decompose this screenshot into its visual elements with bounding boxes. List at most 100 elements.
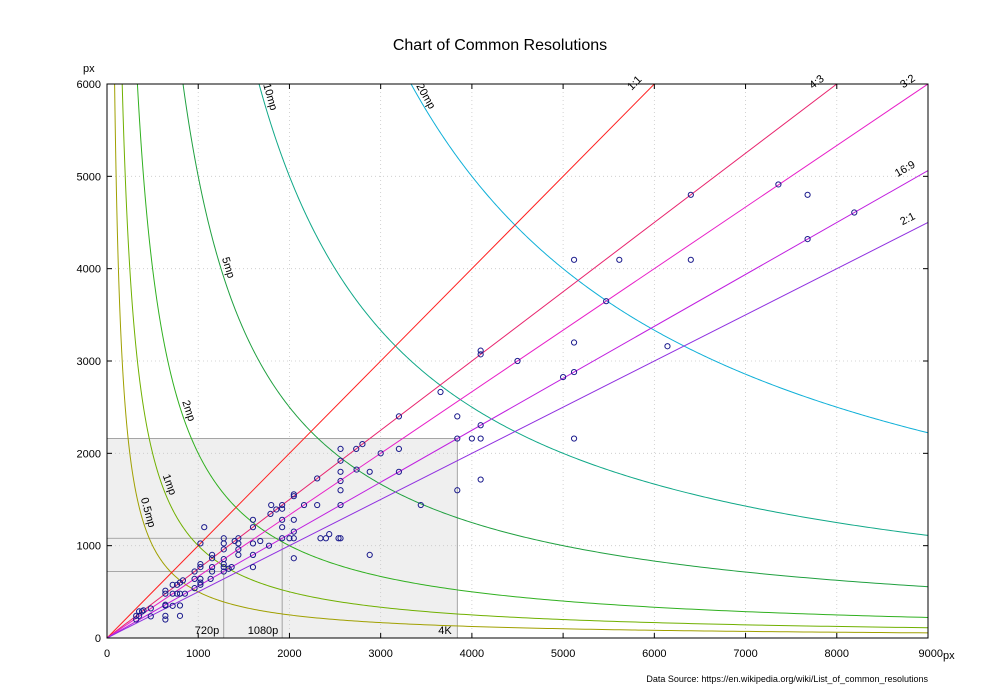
curve-10mp: [258, 84, 928, 536]
point-1: [133, 612, 140, 619]
point-12: [162, 590, 169, 597]
point-68: [279, 501, 286, 509]
point-101: [454, 487, 461, 494]
point-53: [235, 535, 242, 542]
point-103: [454, 413, 461, 420]
point-34: [201, 524, 208, 531]
point-61: [267, 510, 274, 518]
point-8: [162, 616, 169, 623]
point-33: [197, 540, 204, 547]
point-60: [265, 542, 273, 549]
point-6: [147, 605, 154, 612]
point-98: [395, 413, 403, 420]
chart-title: Chart of Common Resolutions: [393, 37, 607, 54]
point-100: [437, 388, 444, 396]
x-axis-unit: px: [943, 650, 955, 662]
point-15: [169, 590, 176, 597]
point-63: [273, 506, 280, 513]
point-112: [570, 435, 578, 442]
point-32: [197, 561, 204, 568]
x-tick-label-9000: 9000: [919, 648, 943, 660]
point-71: [290, 535, 297, 542]
point-62: [268, 501, 275, 509]
line-2-1: [107, 222, 928, 638]
point-31: [197, 563, 204, 571]
x-tick-label-8000: 8000: [825, 648, 849, 660]
point-120: [687, 191, 694, 198]
point-35: [207, 575, 214, 583]
point-99: [417, 501, 424, 509]
point-124: [851, 209, 858, 216]
point-40: [220, 568, 227, 575]
point-86: [337, 477, 344, 485]
point-57: [249, 524, 257, 531]
point-94: [366, 468, 373, 475]
point-80: [322, 535, 330, 542]
point-84: [337, 501, 344, 509]
point-7: [147, 613, 154, 620]
point-119: [687, 256, 694, 263]
line-3-2: [107, 84, 928, 638]
point-88: [337, 457, 344, 464]
point-115: [570, 256, 578, 263]
point-70: [290, 555, 297, 562]
point-114: [570, 339, 578, 346]
point-77: [314, 475, 321, 482]
curve-20mp: [410, 84, 928, 434]
point-82: [335, 535, 342, 542]
point-117: [616, 256, 623, 263]
point-108: [477, 351, 484, 358]
point-85: [337, 487, 344, 494]
x-tick-label-2000: 2000: [277, 648, 301, 660]
point-91: [353, 466, 360, 473]
point-4: [138, 608, 146, 615]
point-72: [290, 528, 297, 535]
x-tick-label-0: 0: [104, 648, 110, 660]
point-14: [169, 602, 176, 609]
point-54: [249, 563, 257, 571]
point-83: [337, 535, 344, 542]
point-46: [220, 535, 227, 542]
point-56: [249, 540, 257, 547]
point-13: [162, 587, 169, 594]
curve-1mp: [121, 84, 928, 629]
aspect-ratio-lines: [107, 84, 928, 638]
point-51: [235, 546, 242, 553]
point-110: [514, 357, 521, 365]
point-55: [249, 551, 257, 559]
point-109: [477, 347, 484, 354]
point-97: [395, 445, 403, 452]
point-95: [377, 450, 384, 457]
point-123: [804, 191, 811, 198]
point-59: [257, 537, 264, 545]
point-0: [133, 616, 140, 623]
point-87: [337, 468, 344, 475]
point-43: [220, 556, 227, 563]
point-3: [136, 608, 143, 615]
point-74: [290, 493, 297, 500]
point-69: [286, 535, 293, 542]
point-39: [208, 551, 216, 559]
point-122: [804, 236, 811, 243]
point-16: [169, 581, 176, 588]
point-2: [136, 612, 143, 619]
point-111: [560, 373, 567, 381]
point-20: [176, 602, 184, 609]
point-76: [300, 501, 308, 509]
point-38: [208, 555, 216, 562]
point-37: [208, 563, 216, 571]
point-5: [140, 607, 147, 614]
point-89: [337, 445, 344, 452]
point-9: [162, 612, 169, 619]
curve-2mp: [136, 84, 928, 618]
point-44: [220, 546, 227, 553]
y-tick-label-4000: 4000: [77, 264, 101, 276]
point-28: [197, 581, 204, 588]
line-1-1: [107, 84, 655, 638]
point-75: [290, 491, 297, 498]
point-102: [454, 435, 461, 442]
point-104: [468, 435, 475, 442]
point-105: [477, 476, 484, 483]
point-64: [279, 535, 286, 542]
